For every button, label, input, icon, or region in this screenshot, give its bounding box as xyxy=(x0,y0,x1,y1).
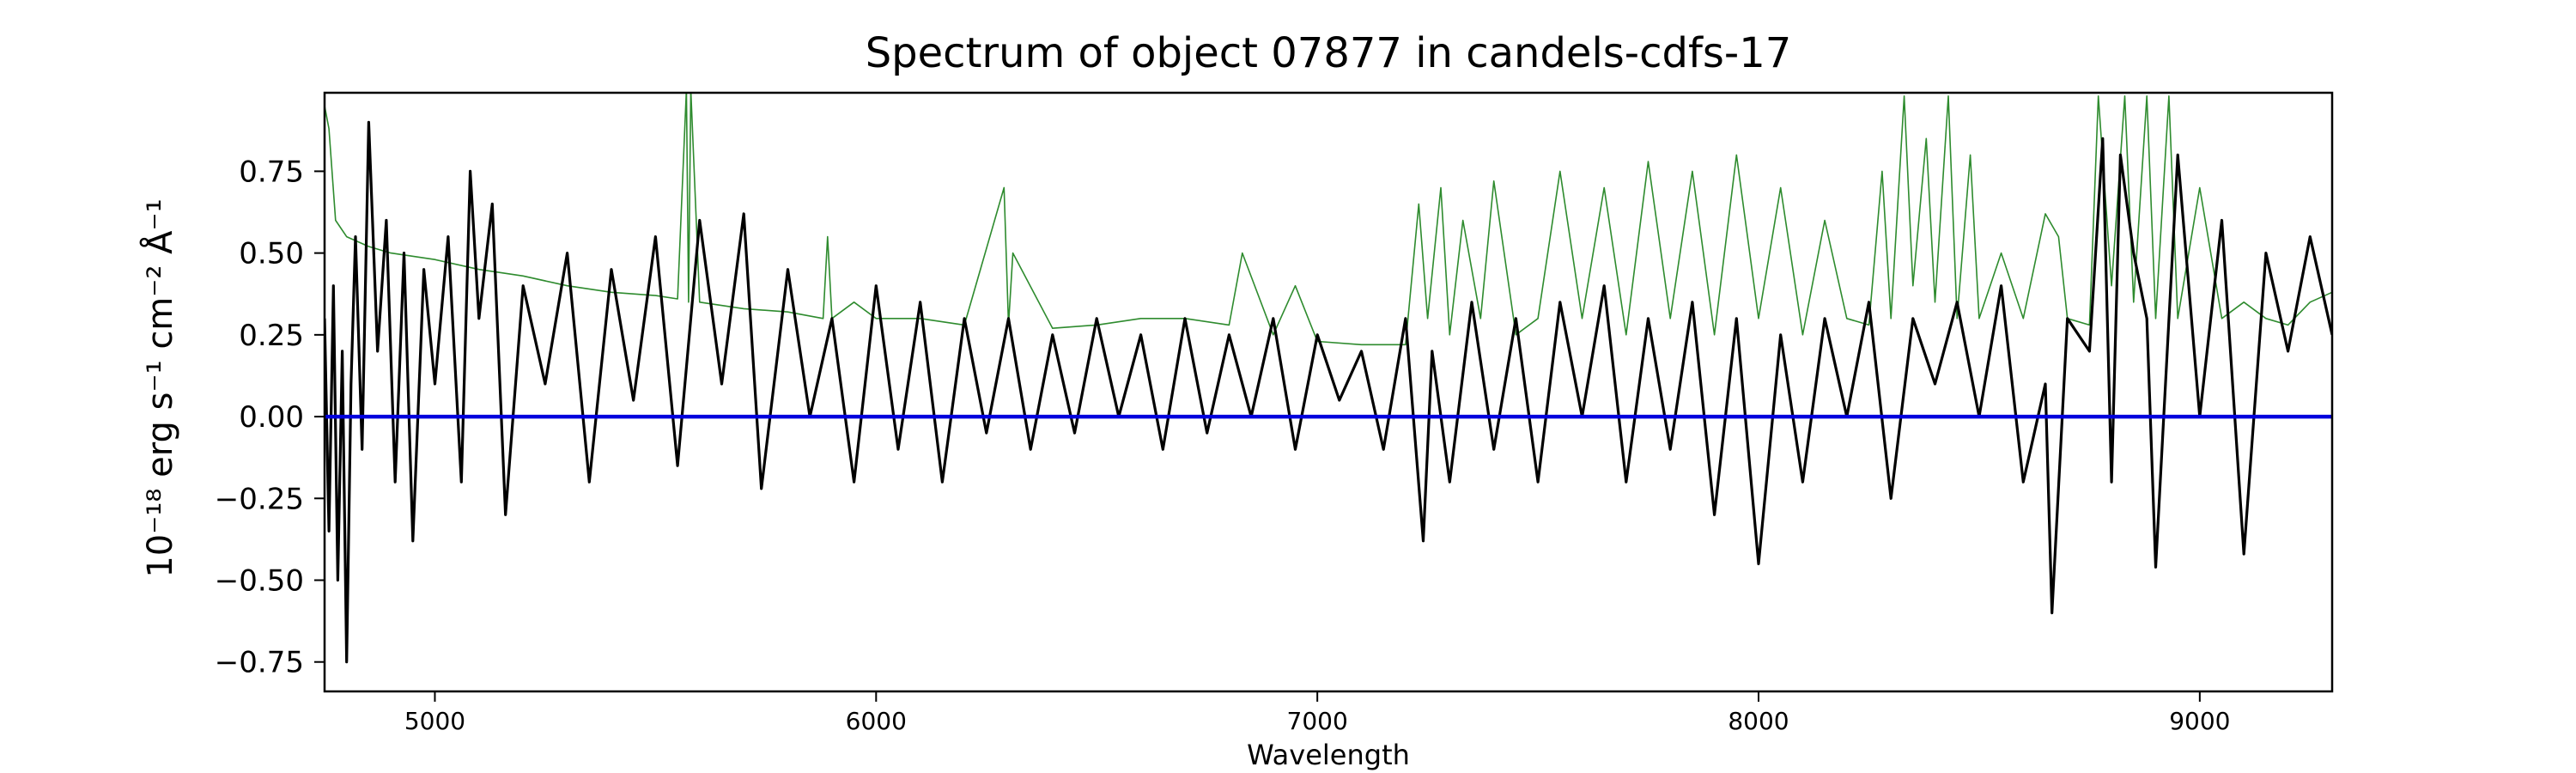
y-tick-label: −0.25 xyxy=(215,482,304,516)
x-axis-label: Wavelength xyxy=(1247,739,1410,771)
y-tick-label: 0.50 xyxy=(239,237,304,271)
x-tick-label: 6000 xyxy=(846,707,907,735)
plot-frame xyxy=(323,91,2334,693)
axis-ticks: 5000 6000 7000 8000 9000 −0.75 −0.50 −0.25 0.00 0… xyxy=(215,155,2231,735)
y-axis-label: 10⁻¹⁸ erg s⁻¹ cm⁻² Å⁻¹ xyxy=(139,198,180,577)
y-tick-label: −0.75 xyxy=(215,646,304,680)
y-tick-label: 0.00 xyxy=(239,400,304,435)
plot-area xyxy=(325,93,2332,664)
x-tick-label: 9000 xyxy=(2169,707,2230,735)
y-tick-label: −0.50 xyxy=(215,564,304,599)
x-tick-label: 8000 xyxy=(1728,707,1789,735)
x-tick-label: 5000 xyxy=(404,707,465,735)
flux-series-line xyxy=(325,120,2332,664)
x-tick-label: 7000 xyxy=(1287,707,1348,735)
y-tick-label: 0.75 xyxy=(239,155,304,189)
noise-series-line xyxy=(325,93,2332,346)
chart-title: Spectrum of object 07877 in candels-cdfs… xyxy=(866,29,1792,77)
y-tick-label: 0.25 xyxy=(239,319,304,353)
